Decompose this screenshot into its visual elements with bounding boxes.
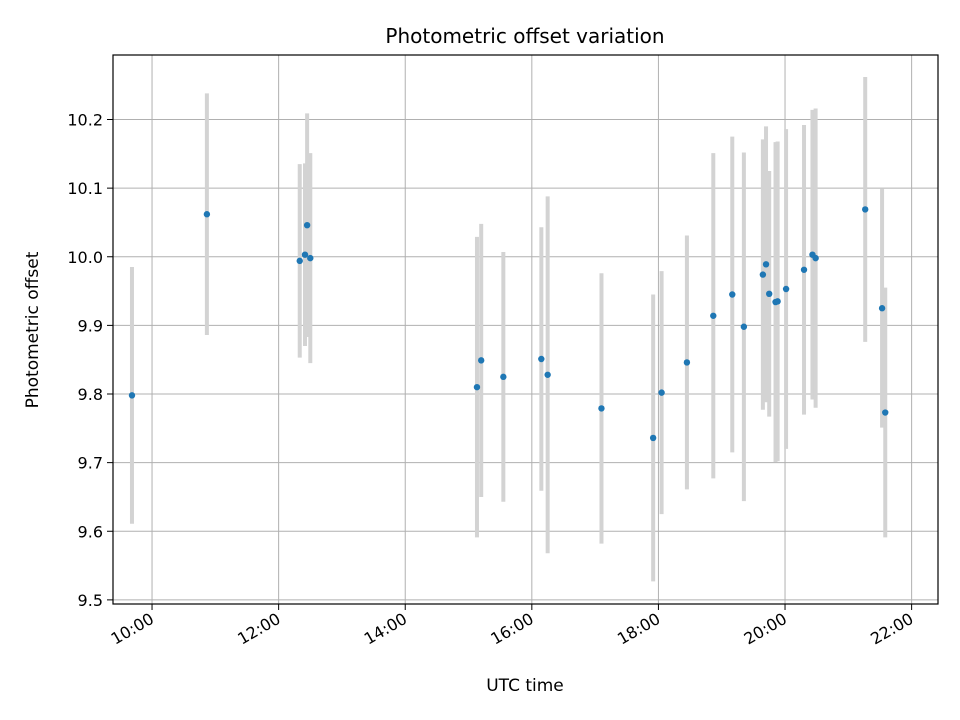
data-point (598, 405, 605, 412)
y-tick-label: 10.1 (67, 179, 103, 198)
data-point (774, 298, 781, 305)
data-point (307, 254, 314, 262)
data-point (740, 323, 748, 330)
data-point (649, 434, 657, 442)
y-tick-label: 10.2 (67, 111, 103, 130)
data-point (203, 211, 211, 218)
chart-title: Photometric offset variation (385, 24, 664, 48)
y-tick-label: 9.8 (78, 385, 103, 404)
data-point (766, 290, 773, 298)
data-point (683, 359, 691, 366)
plot-frame (112, 54, 939, 605)
data-point (710, 312, 717, 319)
data-point (473, 383, 481, 391)
data-point (128, 392, 136, 399)
data-point (800, 266, 808, 273)
data-point (301, 251, 309, 258)
data-point (782, 285, 790, 293)
y-tick-label: 9.9 (78, 316, 103, 335)
data-point (882, 409, 889, 416)
data-point (477, 357, 485, 364)
data-point (538, 355, 545, 363)
y-axis-title: Photometric offset (23, 251, 43, 408)
data-points (128, 206, 889, 442)
data-point (812, 254, 819, 262)
y-tick-label: 9.6 (78, 522, 103, 541)
data-point (878, 305, 886, 312)
data-point (544, 371, 551, 378)
grid (113, 55, 938, 604)
data-point (762, 261, 770, 268)
data-point (500, 373, 507, 381)
data-point (303, 221, 311, 229)
y-tick-label: 9.7 (78, 454, 103, 473)
y-tick-label: 9.5 (78, 591, 103, 610)
y-axis: 9.5 9.6 9.7 9.8 9.9 10.0 10.1 10.2 (67, 111, 113, 610)
data-point (296, 257, 303, 265)
data-point (862, 206, 869, 213)
data-point (729, 291, 736, 298)
x-axis-title: UTC time (486, 676, 564, 696)
data-point (759, 271, 767, 278)
data-point (658, 389, 665, 396)
y-tick-label: 10.0 (67, 248, 103, 267)
